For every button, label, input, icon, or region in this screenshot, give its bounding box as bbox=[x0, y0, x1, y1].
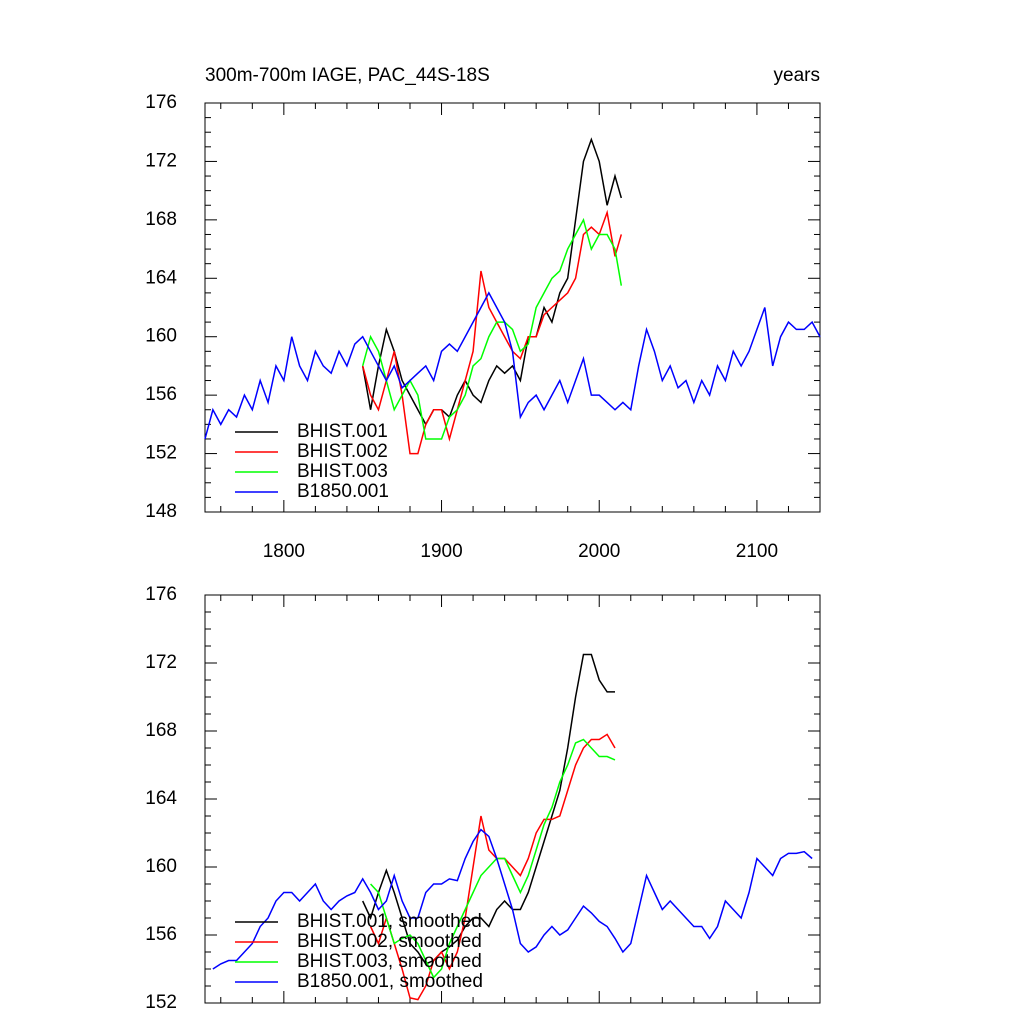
series-line bbox=[370, 738, 616, 979]
legend-label: BHIST.003, smoothed bbox=[297, 951, 482, 972]
x-tick-label: 1800 bbox=[263, 541, 305, 562]
legend-label: BHIST.002, smoothed bbox=[297, 931, 482, 952]
legend-label: B1850.001, smoothed bbox=[297, 971, 483, 992]
units-label: years bbox=[774, 65, 820, 86]
y-tick-label: 168 bbox=[145, 720, 177, 741]
y-tick-label: 156 bbox=[145, 384, 177, 405]
x-tick-label: 1900 bbox=[420, 541, 462, 562]
y-tick-label: 172 bbox=[145, 652, 177, 673]
series-line bbox=[204, 291, 821, 440]
y-tick-label: 176 bbox=[145, 584, 177, 605]
legend-label: BHIST.003 bbox=[297, 461, 388, 482]
series-line bbox=[361, 137, 623, 426]
series-line bbox=[369, 733, 616, 1001]
y-tick-label: 168 bbox=[145, 209, 177, 230]
legend-label: BHIST.001 bbox=[297, 421, 388, 442]
y-tick-label: 176 bbox=[145, 92, 177, 113]
series-line bbox=[361, 209, 623, 455]
y-tick-label: 164 bbox=[145, 267, 177, 288]
legend-label: BHIST.002 bbox=[297, 441, 388, 462]
series-line bbox=[362, 653, 615, 965]
chart-title: 300m-700m IAGE, PAC_44S-18S bbox=[205, 65, 490, 86]
y-tick-label: 148 bbox=[145, 501, 177, 522]
series-line bbox=[361, 217, 623, 440]
y-tick-label: 152 bbox=[145, 992, 177, 1013]
series-line bbox=[212, 828, 813, 970]
y-tick-label: 164 bbox=[145, 788, 177, 809]
y-tick-label: 160 bbox=[145, 856, 177, 877]
y-tick-label: 172 bbox=[145, 150, 177, 171]
y-tick-label: 156 bbox=[145, 924, 177, 945]
x-tick-label: 2100 bbox=[736, 541, 778, 562]
y-tick-label: 160 bbox=[145, 326, 177, 347]
x-tick-label: 2000 bbox=[578, 541, 620, 562]
legend-label: BHIST.001, smoothed bbox=[297, 911, 482, 932]
legend-label: B1850.001 bbox=[297, 481, 389, 502]
y-tick-label: 152 bbox=[145, 443, 177, 464]
